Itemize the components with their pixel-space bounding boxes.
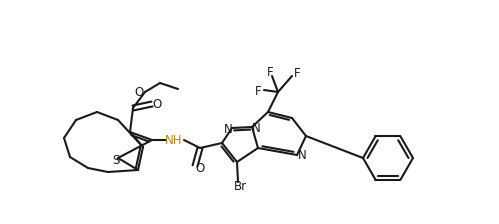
Text: O: O [134, 86, 144, 99]
Text: N: N [297, 149, 306, 162]
Text: NH: NH [165, 134, 183, 146]
Text: F: F [254, 84, 261, 97]
Text: Br: Br [234, 179, 247, 192]
Text: N: N [251, 121, 260, 134]
Text: S: S [112, 153, 120, 166]
Text: N: N [224, 123, 233, 136]
Text: O: O [152, 97, 162, 110]
Text: O: O [196, 162, 205, 174]
Text: F: F [266, 65, 273, 78]
Text: F: F [294, 67, 300, 80]
